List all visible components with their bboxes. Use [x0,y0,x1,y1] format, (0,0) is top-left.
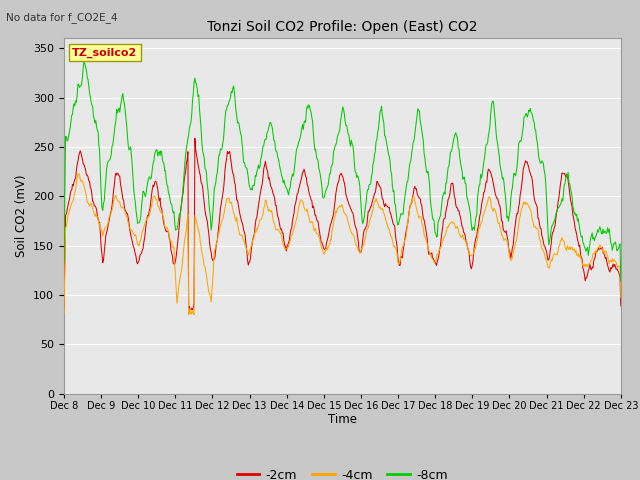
Y-axis label: Soil CO2 (mV): Soil CO2 (mV) [15,175,28,257]
Text: No data for f_CO2E_4: No data for f_CO2E_4 [6,12,118,23]
Legend: -2cm, -4cm, -8cm: -2cm, -4cm, -8cm [232,464,453,480]
Text: TZ_soilco2: TZ_soilco2 [72,47,138,58]
Title: Tonzi Soil CO2 Profile: Open (East) CO2: Tonzi Soil CO2 Profile: Open (East) CO2 [207,21,477,35]
X-axis label: Time: Time [328,413,357,426]
